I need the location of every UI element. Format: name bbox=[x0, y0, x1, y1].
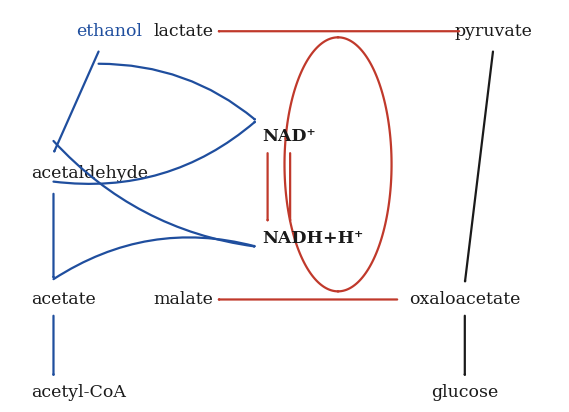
Text: acetaldehyde: acetaldehyde bbox=[31, 165, 148, 182]
Text: lactate: lactate bbox=[153, 23, 213, 40]
Text: NADH+H⁺: NADH+H⁺ bbox=[262, 230, 363, 247]
Text: acetyl-CoA: acetyl-CoA bbox=[31, 384, 126, 401]
Text: acetate: acetate bbox=[31, 291, 96, 308]
Text: glucose: glucose bbox=[431, 384, 498, 401]
Text: oxaloacetate: oxaloacetate bbox=[409, 291, 521, 308]
Text: ethanol: ethanol bbox=[76, 23, 142, 40]
Text: pyruvate: pyruvate bbox=[454, 23, 532, 40]
Text: malate: malate bbox=[153, 291, 213, 308]
Text: NAD⁺: NAD⁺ bbox=[262, 129, 316, 145]
